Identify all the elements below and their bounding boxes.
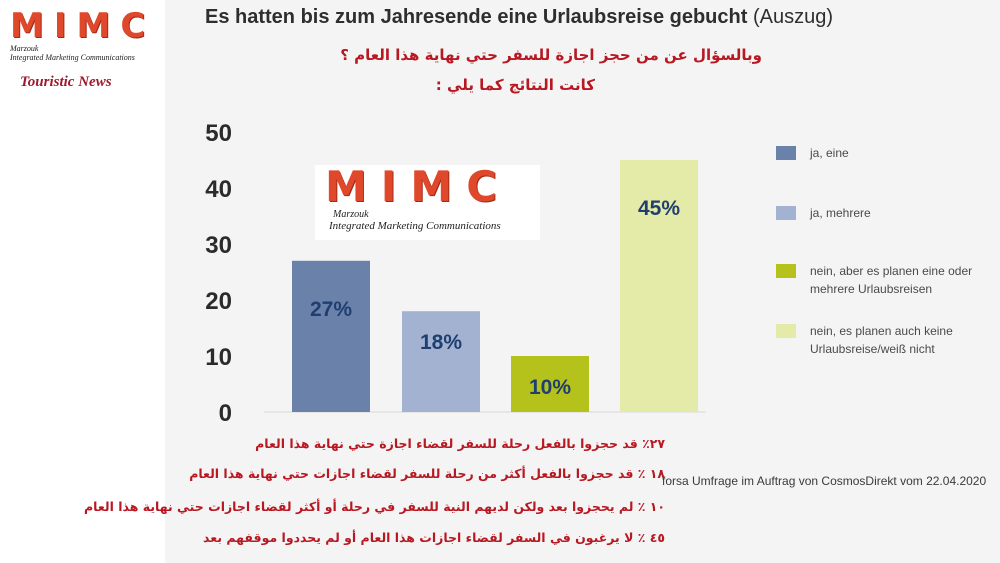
y-tick-label: 50 xyxy=(205,120,232,147)
bar-value-label: 27% xyxy=(310,298,352,321)
y-tick-label: 20 xyxy=(205,288,232,315)
legend-item: ja, mehrere xyxy=(776,204,1000,222)
bar-value-labels: 27% 18% 10% 45% xyxy=(310,197,680,399)
y-tick-label: 40 xyxy=(205,176,232,203)
y-tick-label: 30 xyxy=(205,232,232,259)
arabic-note: ١٨ ٪ قد حجزوا بالفعل أكثر من رحلة للسفر … xyxy=(189,466,665,481)
legend-swatch xyxy=(776,264,796,278)
bar xyxy=(402,311,480,412)
legend-label: ja, mehrere xyxy=(810,206,871,220)
question-arabic-line1: وبالسؤال عن من حجز اجازة للسفر حتي نهاية… xyxy=(340,46,762,64)
logo-line1: Marzouk xyxy=(10,44,39,53)
mimc-watermark-logo: MIMC Marzouk Integrated Marketing Commun… xyxy=(315,165,540,240)
source-note: forsa Umfrage im Auftrag von CosmosDirek… xyxy=(662,474,987,488)
watermark-line2: Integrated Marketing Communications xyxy=(329,220,501,232)
chart-title-main: Es hatten bis zum Jahresende eine Urlaub… xyxy=(205,6,748,28)
bars xyxy=(292,160,698,412)
watermark-letters: MIMC xyxy=(325,162,512,211)
legend-swatch xyxy=(776,324,796,338)
legend-label: nein, aber es planen eine oder mehrere U… xyxy=(810,264,973,296)
logo-letters: MIMC xyxy=(10,6,156,46)
legend-item: ja, eine xyxy=(776,144,1000,162)
bar-value-label: 45% xyxy=(638,197,680,220)
bar xyxy=(511,356,589,412)
bar-value-label: 10% xyxy=(529,376,571,399)
legend-label: nein, es planen auch keine Urlaubsreise/… xyxy=(810,324,953,356)
bar-value-label: 18% xyxy=(420,331,462,354)
legend-swatch xyxy=(776,206,796,220)
mimc-logo: MIMC Marzouk Integrated Marketing Commun… xyxy=(10,8,160,62)
chart-title: Es hatten bis zum Jahresende eine Urlaub… xyxy=(205,6,833,29)
arabic-note: ١٠ ٪ لم يحجزوا بعد ولكن لديهم النية للسف… xyxy=(84,499,665,514)
tagline: Touristic News xyxy=(20,74,112,90)
watermark-line1: Marzouk xyxy=(333,209,369,220)
legend-label: ja, eine xyxy=(810,146,849,160)
bar xyxy=(292,260,370,412)
arabic-note: ٢٧٪ قد حجزوا بالفعل رحلة للسفر لقضاء اجا… xyxy=(255,436,665,451)
chart-title-suffix: (Auszug) xyxy=(752,6,833,28)
y-axis-ticks: 0 10 20 30 40 50 xyxy=(205,120,232,427)
legend-item: nein, es planen auch keine Urlaubsreise/… xyxy=(776,322,1000,358)
y-tick-label: 10 xyxy=(205,344,232,371)
y-tick-label: 0 xyxy=(219,400,232,427)
bar xyxy=(620,160,698,412)
legend-item: nein, aber es planen eine oder mehrere U… xyxy=(776,262,1000,298)
legend-swatch xyxy=(776,146,796,160)
question-arabic-line2: كانت النتائج كما يلي : xyxy=(435,76,595,94)
logo-line2: Integrated Marketing Communications xyxy=(10,53,135,62)
arabic-note: ٤٥ ٪ لا يرغبون في السفر لقضاء اجازات هذا… xyxy=(203,530,665,545)
